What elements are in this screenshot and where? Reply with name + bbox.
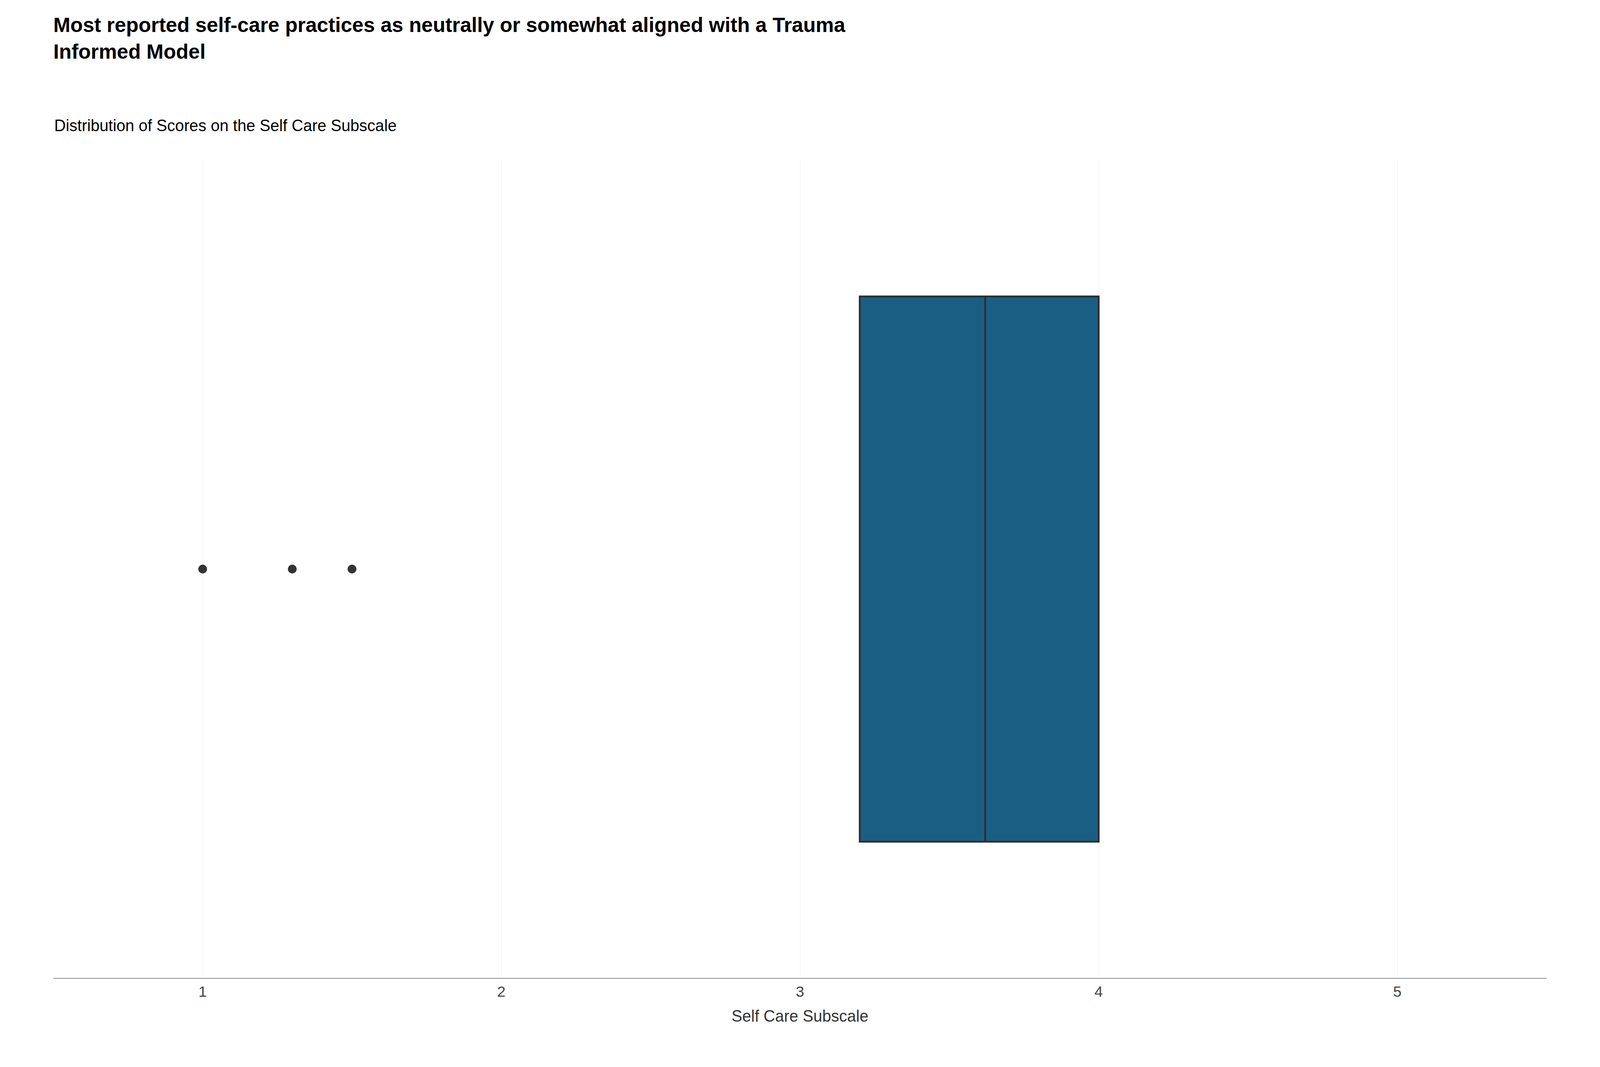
svg-text:1: 1 [198,982,208,1000]
svg-text:Self Care Subscale: Self Care Subscale [731,1006,869,1025]
svg-text:3: 3 [796,982,805,1000]
svg-text:5: 5 [1393,982,1402,1000]
svg-text:2: 2 [497,982,506,1000]
svg-text:Most reported self-care practi: Most reported self-care practices as neu… [53,13,846,64]
svg-text:4: 4 [1094,982,1104,1000]
svg-text:Distribution of Scores on the: Distribution of Scores on the Self Care … [54,116,397,135]
